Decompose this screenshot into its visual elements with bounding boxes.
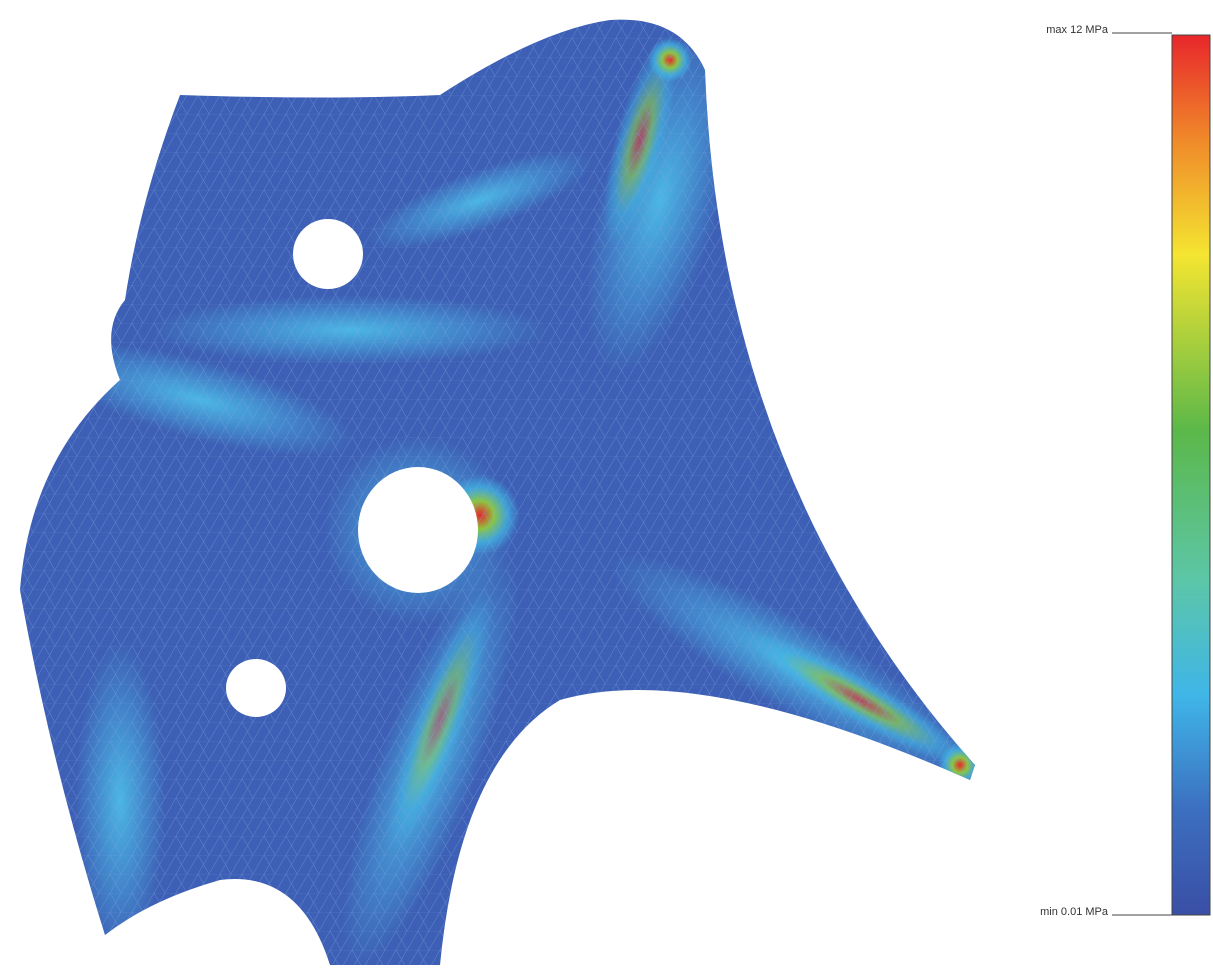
max-label: max 12 MPa: [1046, 24, 1109, 36]
color-scale: [1171, 34, 1211, 916]
min-label: min 0.01 MPa: [1040, 906, 1109, 918]
holes: [226, 219, 478, 717]
part-mesh: [20, 19, 975, 966]
